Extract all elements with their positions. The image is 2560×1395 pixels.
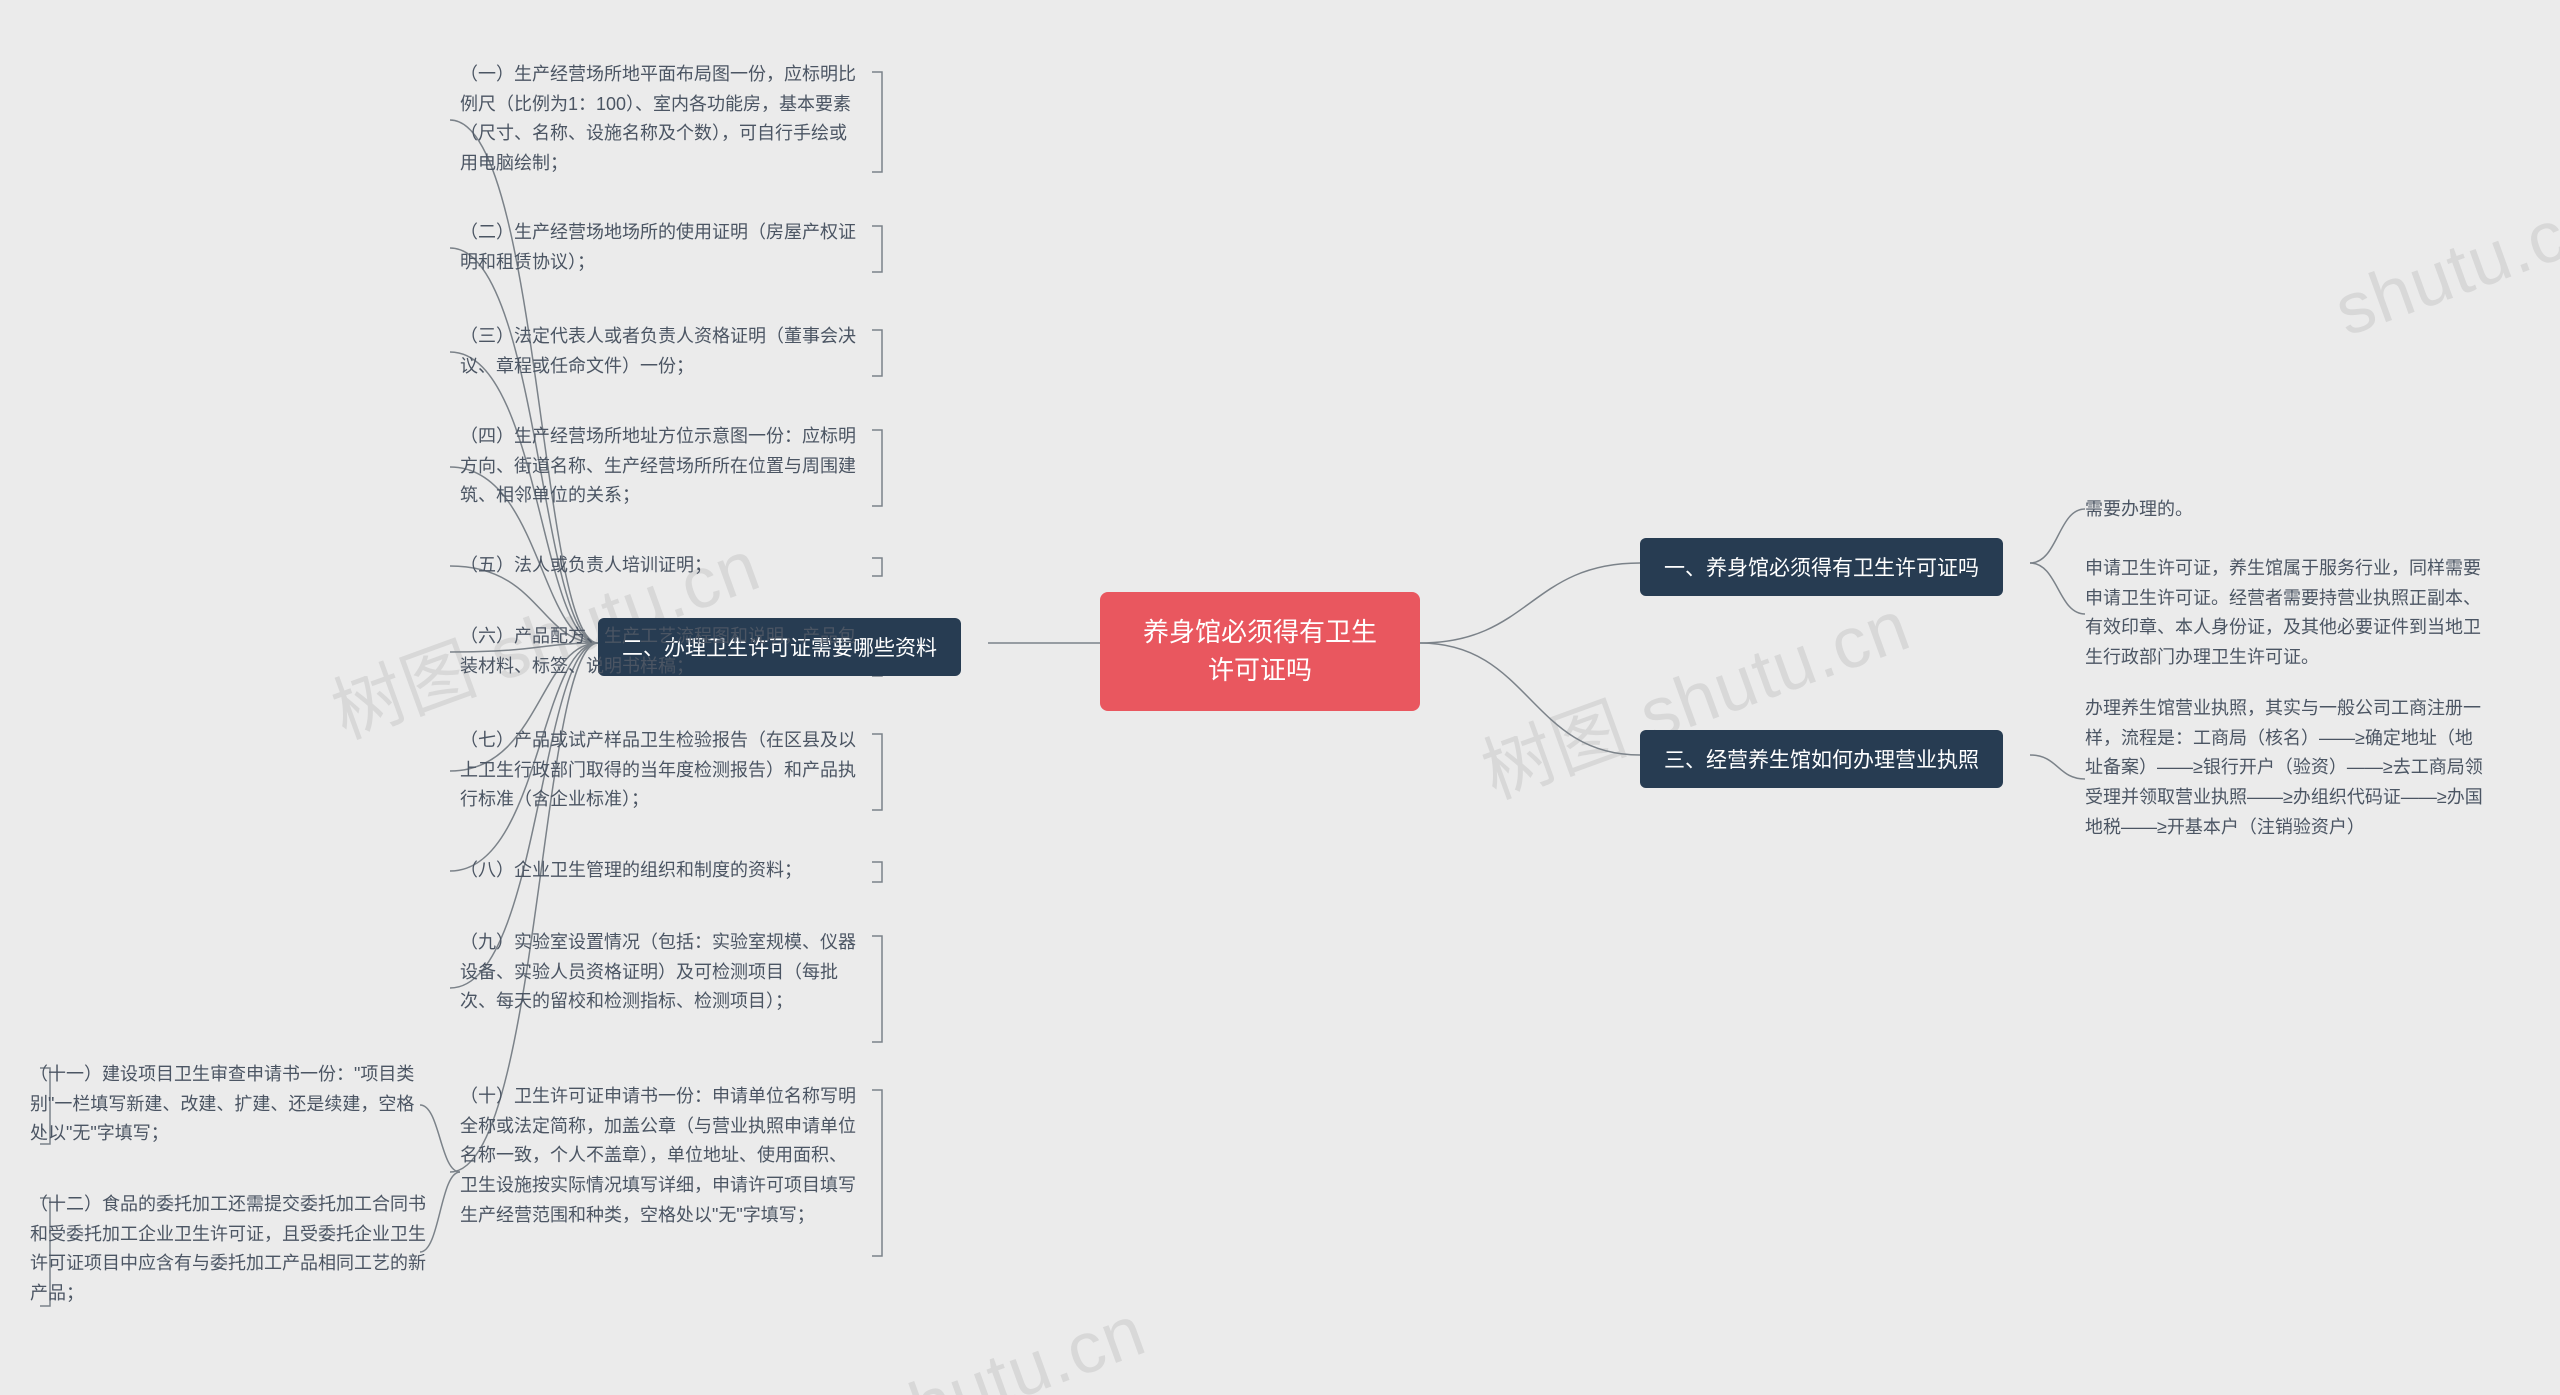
- watermark: shutu.cn: [2324, 180, 2560, 353]
- leaf-l4: （四）生产经营场所地址方位示意图一份：应标明方向、街道名称、生产经营场所所在位置…: [460, 422, 860, 511]
- leaf-l9: （九）实验室设置情况（包括：实验室规模、仪器设备、实验人员资格证明）及可检测项目…: [460, 928, 860, 1017]
- leaf-l8: （八）企业卫生管理的组织和制度的资料；: [460, 856, 860, 886]
- leaf-r1a: 需要办理的。: [2085, 495, 2485, 525]
- leaf-l5: （五）法人或负责人培训证明；: [460, 551, 860, 581]
- leaf-r2a: 办理养生馆营业执照，其实与一般公司工商注册一样，流程是：工商局（核名）——≥确定…: [2085, 694, 2485, 842]
- leaf-l10: （十）卫生许可证申请书一份：申请单位名称写明全称或法定简称，加盖公章（与营业执照…: [460, 1082, 860, 1230]
- root-node[interactable]: 养身馆必须得有卫生许可证吗: [1100, 592, 1420, 711]
- leaf-l10b: （十二）食品的委托加工还需提交委托加工合同书和受委托加工企业卫生许可证，且受委托…: [30, 1190, 430, 1309]
- branch-right-1[interactable]: 一、养身馆必须得有卫生许可证吗: [1640, 538, 2003, 596]
- leaf-l6: （六）产品配方、生产工艺流程图和说明，产品包装材料、标签、说明书样稿；: [460, 622, 860, 681]
- leaf-l1: （一）生产经营场所地平面布局图一份，应标明比例尺（比例为1：100）、室内各功能…: [460, 60, 860, 179]
- watermark: shutu.cn: [864, 1290, 1155, 1395]
- leaf-r1b: 申请卫生许可证，养生馆属于服务行业，同样需要申请卫生许可证。经营者需要持营业执照…: [2085, 554, 2485, 673]
- mindmap-canvas: 树图 shutu.cn shutu.cn 树图 shutu.cn shutu.c…: [0, 0, 2560, 1395]
- leaf-l2: （二）生产经营场地场所的使用证明（房屋产权证明和租赁协议）；: [460, 218, 860, 277]
- leaf-l3: （三）法定代表人或者负责人资格证明（董事会决议、章程或任命文件）一份；: [460, 322, 860, 381]
- leaf-l10a: （十一）建设项目卫生审查申请书一份："项目类别"一栏填写新建、改建、扩建、还是续…: [30, 1060, 430, 1149]
- branch-right-2[interactable]: 三、经营养生馆如何办理营业执照: [1640, 730, 2003, 788]
- leaf-l7: （七）产品或试产样品卫生检验报告（在区县及以上卫生行政部门取得的当年度检测报告）…: [460, 726, 860, 815]
